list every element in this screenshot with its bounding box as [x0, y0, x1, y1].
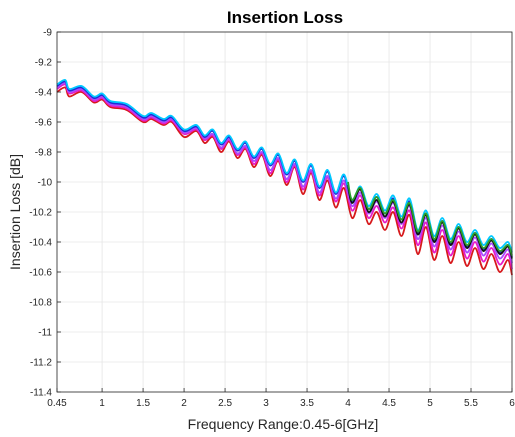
y-tick-label: -9: [43, 28, 52, 39]
x-tick-label: 3: [263, 398, 269, 409]
x-tick-label: 1.5: [136, 398, 150, 409]
y-tick-label: -9.6: [35, 118, 53, 129]
series-line-3: [56, 82, 513, 264]
series-line-7: [347, 181, 513, 256]
series-line-1: [56, 86, 513, 276]
x-tick-label: 4.5: [382, 398, 396, 409]
y-tick-label: -10.8: [29, 298, 52, 309]
x-axis-label: Frequency Range:0.45-6[GHz]: [188, 416, 379, 432]
y-tick-label: -10: [38, 178, 53, 189]
x-tick-label: 0.45: [47, 398, 67, 409]
y-tick-label: -10.6: [29, 268, 52, 279]
y-tick-label: -11.2: [30, 358, 52, 369]
y-tick-label: -10.2: [29, 208, 52, 219]
x-tick-label: 2.5: [218, 398, 232, 409]
y-tick-label: -9.8: [35, 148, 53, 159]
y-tick-label: -9.2: [35, 58, 53, 69]
x-tick-label: 5: [427, 398, 433, 409]
x-tick-label: 3.5: [300, 398, 314, 409]
series-lines: [56, 79, 513, 276]
x-axis-ticks: 0.45 1 1.5 2 2.5 3 3.5 4 4.5 5 5.5 6: [47, 388, 515, 409]
y-tick-label: -11: [38, 328, 52, 339]
series-line-5: [56, 79, 513, 253]
x-tick-label: 4: [345, 398, 351, 409]
y-axis-ticks: -9 -9.2 -9.4 -9.6 -9.8 -10 -10.2 -10.4 -10.6 -10.…: [29, 28, 61, 399]
x-tick-label: 5.5: [464, 398, 478, 409]
x-tick-label: 6: [509, 398, 515, 409]
x-tick-label: 1: [99, 398, 105, 409]
y-tick-label: -11.4: [30, 388, 52, 399]
y-tick-label: -9.4: [35, 88, 53, 99]
chart-title: Insertion Loss: [227, 8, 343, 27]
y-tick-label: -10.4: [29, 238, 52, 249]
series-line-2: [56, 83, 513, 270]
y-axis-label: Insertion Loss [dB]: [7, 154, 23, 270]
x-tick-label: 2: [181, 398, 187, 409]
